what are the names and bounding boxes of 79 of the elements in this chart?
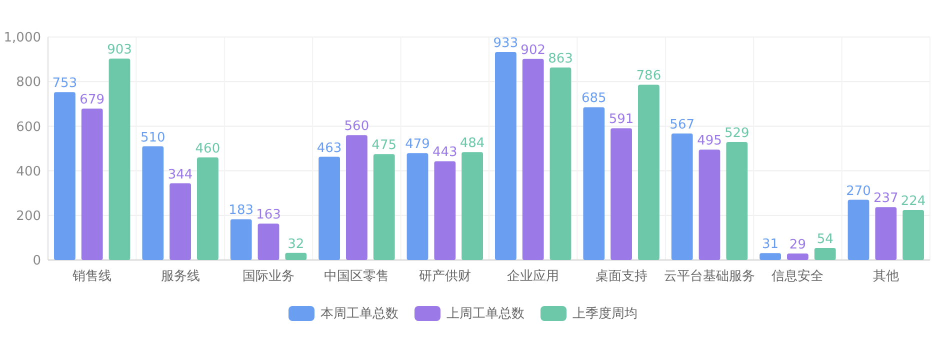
bar bbox=[671, 134, 693, 260]
x-tick-label: 信息安全 bbox=[772, 268, 824, 284]
x-tick-label: 研产供财 bbox=[418, 269, 471, 284]
data-label: 183 bbox=[228, 203, 254, 218]
x-tick-label: 其他 bbox=[872, 269, 899, 284]
bar bbox=[522, 58, 544, 260]
y-tick-label: 600 bbox=[16, 120, 41, 135]
data-label: 685 bbox=[581, 91, 606, 106]
y-tick-label: 0 bbox=[32, 254, 41, 269]
bar bbox=[550, 68, 572, 260]
legend-label: 上周工单总数 bbox=[446, 306, 524, 322]
data-label: 567 bbox=[670, 118, 695, 133]
data-label: 32 bbox=[288, 236, 304, 252]
data-label: 270 bbox=[846, 184, 871, 199]
bar bbox=[258, 224, 280, 260]
data-label: 679 bbox=[80, 92, 105, 108]
x-tick-label: 中国区零售 bbox=[324, 269, 390, 284]
bar bbox=[197, 157, 218, 260]
bar bbox=[495, 52, 516, 260]
bar bbox=[346, 135, 368, 260]
data-label: 463 bbox=[316, 140, 342, 156]
x-tick-label: 国际业务 bbox=[242, 269, 294, 284]
bar bbox=[230, 219, 252, 260]
data-label: 591 bbox=[608, 112, 634, 128]
bar bbox=[848, 200, 870, 260]
bar bbox=[814, 248, 836, 260]
bar bbox=[787, 254, 808, 260]
y-tick-label: 200 bbox=[16, 208, 41, 224]
data-label: 863 bbox=[548, 52, 573, 67]
bar bbox=[726, 142, 748, 260]
bar bbox=[902, 210, 924, 260]
bar bbox=[698, 150, 720, 260]
bar bbox=[142, 146, 164, 260]
x-tick-label: 企业应用 bbox=[507, 268, 560, 284]
y-tick-label: 400 bbox=[16, 164, 41, 180]
data-label: 163 bbox=[256, 208, 281, 223]
data-label: 237 bbox=[873, 191, 898, 206]
bar bbox=[318, 156, 340, 260]
data-label: 475 bbox=[372, 138, 397, 154]
data-label: 529 bbox=[724, 126, 750, 142]
bar bbox=[285, 252, 307, 260]
legend-label: 上季度周均 bbox=[572, 306, 638, 322]
x-tick-label: 服务线 bbox=[160, 269, 200, 284]
data-label: 753 bbox=[52, 76, 78, 92]
data-label: 443 bbox=[432, 145, 458, 160]
bar bbox=[170, 183, 191, 260]
data-label: 31 bbox=[762, 237, 779, 252]
bar bbox=[638, 84, 660, 260]
legend-label: 本周工单总数 bbox=[320, 306, 398, 322]
x-tick-label: 云平台基础服务 bbox=[664, 269, 755, 284]
data-label: 54 bbox=[816, 232, 834, 247]
data-label: 495 bbox=[697, 134, 722, 149]
data-label: 344 bbox=[168, 167, 193, 182]
bar bbox=[760, 253, 781, 260]
data-label: 479 bbox=[405, 137, 430, 152]
bar bbox=[54, 92, 76, 260]
x-tick-label: 销售线 bbox=[72, 269, 112, 284]
bar bbox=[373, 154, 395, 260]
bar bbox=[875, 207, 897, 260]
bar bbox=[583, 107, 605, 260]
data-label: 460 bbox=[195, 141, 220, 156]
bar bbox=[434, 161, 456, 260]
data-label: 933 bbox=[493, 36, 518, 51]
data-label: 510 bbox=[140, 130, 166, 146]
bar bbox=[81, 108, 103, 260]
data-label: 903 bbox=[107, 42, 132, 58]
data-label: 560 bbox=[344, 119, 370, 134]
bar bbox=[462, 152, 483, 260]
bar bbox=[108, 58, 130, 260]
data-label: 902 bbox=[520, 42, 546, 58]
bar bbox=[406, 153, 428, 260]
x-tick-label: 桌面支持 bbox=[595, 269, 648, 284]
data-label: 29 bbox=[789, 238, 806, 253]
data-label: 484 bbox=[460, 136, 485, 152]
y-tick-label: 800 bbox=[16, 75, 41, 90]
data-label: 786 bbox=[636, 68, 662, 84]
bar bbox=[610, 128, 632, 260]
y-tick-label: 1,000 bbox=[4, 30, 41, 46]
data-label: 224 bbox=[900, 194, 926, 210]
